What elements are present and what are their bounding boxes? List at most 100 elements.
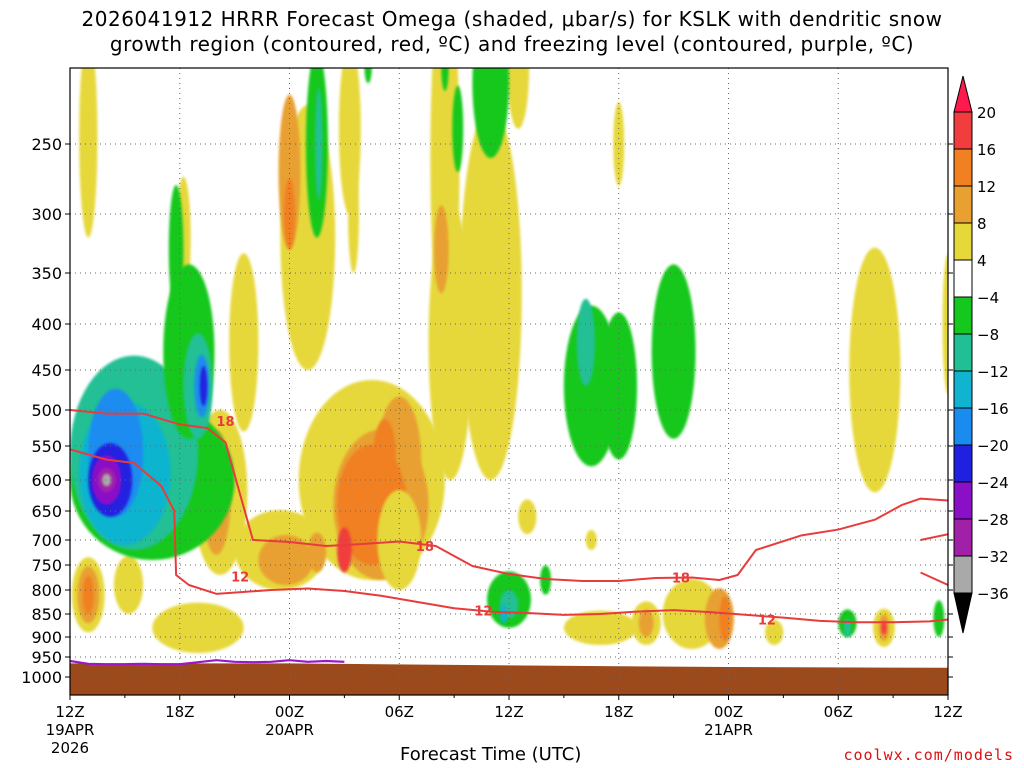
omega-region-52 xyxy=(472,68,509,158)
x-tick-label-36: 00Z xyxy=(714,703,743,721)
freezing-level-contour xyxy=(70,659,345,666)
colorbar-swatch-7 xyxy=(953,370,973,409)
omega-region-56 xyxy=(651,264,696,439)
omega-region-31 xyxy=(113,556,144,614)
omega-region-42 xyxy=(102,473,112,487)
x-tick-label-24: 12Z xyxy=(494,703,523,721)
y-tick-label-350: 350 xyxy=(31,264,62,283)
colorbar-label-13: −36 xyxy=(977,585,1009,603)
colorbar-swatch-10 xyxy=(953,481,973,520)
colorbar-swatch-9 xyxy=(953,444,973,483)
x-tick-label-12: 00Z xyxy=(275,703,304,721)
colorbar-swatch-12 xyxy=(953,555,973,594)
x-tick-date-12: 20APR xyxy=(265,721,314,739)
omega-region-74 xyxy=(585,530,597,550)
omega-region-26 xyxy=(307,532,327,573)
colorbar-label-11: −28 xyxy=(977,511,1009,529)
omega-region-7 xyxy=(364,68,372,84)
colorbar-label-6: −8 xyxy=(977,326,999,344)
ground-fill xyxy=(70,663,948,695)
omega-region-50 xyxy=(441,68,449,91)
colorbar-label-12: −32 xyxy=(977,548,1009,566)
omega-region-22 xyxy=(377,490,422,590)
y-axis: 250 300 350 400 450 500 550 600 650 700 750 800 850 9… xyxy=(21,135,953,687)
omega-region-46 xyxy=(199,366,208,406)
chart-title-line-1: 2026041912 HRRR Forecast Omega (shaded, … xyxy=(81,7,943,31)
y-tick-label-250: 250 xyxy=(31,135,62,154)
colorbar-swatch-5 xyxy=(953,296,973,335)
colorbar-label-4: 4 xyxy=(977,252,987,270)
contour-label-18-b: 18 xyxy=(416,540,434,555)
omega-region-70 xyxy=(881,620,887,635)
colorbar-label-0: 20 xyxy=(977,104,996,122)
omega-region-12 xyxy=(459,106,522,480)
omega-region-23 xyxy=(518,499,537,535)
y-tick-label-400: 400 xyxy=(31,315,62,334)
omega-region-13 xyxy=(507,68,530,129)
omega-region-4 xyxy=(278,94,301,250)
x-tick-year-0: 2026 xyxy=(51,739,89,757)
colorbar-top-arrow xyxy=(953,75,973,113)
colorbar-swatch-3 xyxy=(953,222,973,261)
omega-region-25 xyxy=(258,535,314,585)
colorbar-swatch-1 xyxy=(953,148,973,187)
omega-region-59 xyxy=(499,604,508,624)
omega-region-54 xyxy=(576,298,595,386)
omega-region-76 xyxy=(563,610,638,645)
colorbar-bottom-arrow xyxy=(953,592,973,634)
omega-shading xyxy=(70,68,948,653)
omega-region-34 xyxy=(82,575,94,614)
contour-label-12-b: 12 xyxy=(474,605,492,620)
minus18-contour xyxy=(70,409,948,582)
omega-region-75 xyxy=(765,619,784,646)
minus18-contour-edge-2 xyxy=(920,571,948,586)
omega-region-67 xyxy=(843,618,852,637)
x-tick-label-6: 18Z xyxy=(165,703,194,721)
colorbar-swatch-4 xyxy=(953,259,973,298)
colorbar: 20 16 12 8 4 −4 −8 −12 −16 −20 −24 −28 −32 −36 xyxy=(953,75,1009,634)
y-tick-label-900: 900 xyxy=(31,628,62,647)
colorbar-swatch-11 xyxy=(953,518,973,557)
minus18-contour-edge xyxy=(920,533,948,541)
x-tick-label-18: 06Z xyxy=(385,703,414,721)
omega-region-21 xyxy=(337,527,352,573)
colorbar-label-2: 12 xyxy=(977,178,996,196)
colorbar-label-10: −24 xyxy=(977,474,1009,492)
temperature-contours: 18 18 18 12 12 12 xyxy=(70,409,948,666)
y-tick-label-800: 800 xyxy=(31,581,62,600)
omega-region-47 xyxy=(168,185,184,314)
y-tick-label-600: 600 xyxy=(31,471,62,490)
credit-text: coolwx.com/models xyxy=(843,746,1014,764)
y-tick-label-300: 300 xyxy=(31,205,62,224)
y-tick-label-450: 450 xyxy=(31,361,62,380)
contour-label-12-a: 12 xyxy=(231,571,249,586)
x-tick-label-42: 06Z xyxy=(824,703,853,721)
colorbar-swatch-2 xyxy=(953,185,973,224)
colorbar-label-8: −16 xyxy=(977,400,1009,418)
omega-region-63 xyxy=(719,596,731,641)
omega-region-49 xyxy=(315,88,323,200)
y-tick-label-850: 850 xyxy=(31,605,62,624)
x-axis-label: Forecast Time (UTC) xyxy=(400,744,582,765)
y-tick-label-550: 550 xyxy=(31,437,62,456)
contour-label-12-c: 12 xyxy=(758,614,776,629)
x-tick-date-36: 21APR xyxy=(704,721,753,739)
omega-region-0 xyxy=(79,68,98,238)
colorbar-swatch-8 xyxy=(953,407,973,446)
omega-region-2 xyxy=(229,253,259,432)
x-tick-label-30: 18Z xyxy=(604,703,633,721)
omega-region-11 xyxy=(434,205,449,294)
colorbar-swatch-0 xyxy=(953,111,973,150)
colorbar-swatch-6 xyxy=(953,333,973,372)
contour-label-18-a: 18 xyxy=(216,415,234,430)
omega-region-65 xyxy=(638,609,654,637)
omega-region-30 xyxy=(152,602,244,653)
chart-title-line-2: growth region (contoured, red, ºC) and f… xyxy=(109,32,915,56)
y-tick-label-700: 700 xyxy=(31,531,62,550)
colorbar-label-1: 16 xyxy=(977,141,996,159)
y-tick-label-950: 950 xyxy=(31,648,62,667)
colorbar-label-7: −12 xyxy=(977,363,1009,381)
y-tick-label-500: 500 xyxy=(31,401,62,420)
